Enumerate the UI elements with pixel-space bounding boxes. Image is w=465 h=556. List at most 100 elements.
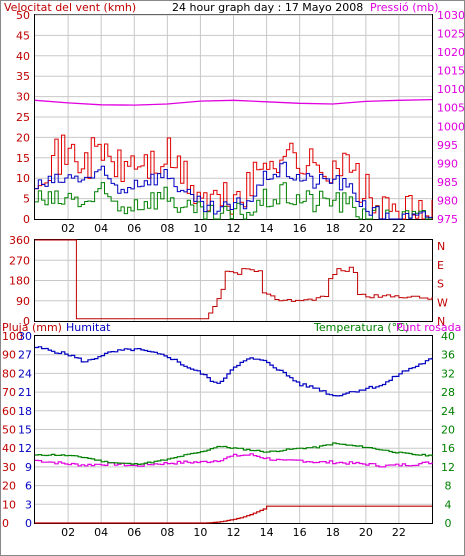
direction-tick-label: 90: [16, 295, 30, 308]
wind-tick-label: 40: [16, 50, 30, 63]
temperature-tick-label: 8: [445, 480, 452, 493]
humidity-tick-label: 9: [25, 461, 32, 474]
humidity-tick-label: 18: [18, 405, 32, 418]
pressure-tick-label: 980: [437, 194, 458, 207]
pressure-tick-label: 1025: [437, 28, 465, 41]
x-tick-label: 16: [293, 526, 307, 539]
wind-tick-label: 15: [16, 152, 30, 165]
rain-tick-label: 50: [2, 424, 16, 437]
wind-tick-label: 50: [16, 9, 30, 22]
rain-tick-label: 60: [2, 405, 16, 418]
direction-tick-label: 270: [9, 254, 30, 267]
x-tick-label: 02: [61, 222, 75, 235]
pressure-axis-label: Pressió (mb): [370, 1, 439, 14]
direction-tick-label: 360: [9, 234, 30, 247]
pressure-tick-label: 1000: [437, 120, 465, 133]
rain-axis-label: Pluja (mm): [2, 321, 62, 334]
temperature-series: [35, 442, 433, 465]
x-tick-label: 22: [392, 222, 406, 235]
rain-tick-label: 20: [2, 480, 16, 493]
direction-tick-label: 180: [9, 275, 30, 288]
pressure-tick-label: 1015: [437, 65, 465, 78]
compass-label: N: [437, 315, 445, 328]
humidity-tick-label: 0: [25, 517, 32, 530]
temperature-tick-label: 4: [445, 498, 452, 511]
compass-label: N: [437, 240, 445, 253]
wind-tick-label: 5: [23, 193, 30, 206]
x-tick-label: 18: [326, 526, 340, 539]
pressure-series: [34, 98, 433, 106]
pressure-tick-label: 1005: [437, 102, 465, 115]
x-tick-label: 18: [326, 222, 340, 235]
x-tick-label: 14: [260, 222, 274, 235]
wind-tick-label: 10: [16, 172, 30, 185]
x-tick-label: 12: [227, 526, 241, 539]
x-tick-label: 02: [61, 526, 75, 539]
x-tick-label: 22: [392, 526, 406, 539]
pressure-tick-label: 995: [437, 139, 458, 152]
wind-tick-label: 30: [16, 91, 30, 104]
x-tick-label: 08: [160, 222, 174, 235]
compass-label: W: [437, 296, 448, 309]
humidity-tick-label: 24: [18, 367, 32, 380]
wind-low-series: [35, 182, 432, 220]
x-tick-label: 12: [227, 222, 241, 235]
temperature-tick-label: 24: [441, 405, 455, 418]
rain-tick-label: 70: [2, 386, 16, 399]
temperature-tick-label: 20: [441, 424, 455, 437]
x-tick-label: 04: [94, 526, 108, 539]
humidity-axis-label: Humitat: [66, 321, 111, 334]
humidity-tick-label: 12: [18, 442, 32, 455]
humidity-tick-label: 30: [18, 330, 32, 343]
wind-tick-label: 35: [16, 70, 30, 83]
compass-label: S: [437, 278, 444, 291]
direction-tick-label: 0: [23, 315, 30, 328]
temperature-tick-label: 32: [441, 367, 455, 380]
rain-tick-label: 30: [2, 461, 16, 474]
temperature-axis-label: Temperatura (°C): [313, 321, 409, 334]
wind-direction-series: [35, 239, 433, 320]
chart-title: 24 hour graph day : 17 Mayo 2008: [172, 1, 363, 14]
temperature-tick-label: 36: [441, 349, 455, 362]
x-tick-label: 16: [293, 222, 307, 235]
wind-tick-label: 20: [16, 131, 30, 144]
humidity-tick-label: 21: [18, 386, 32, 399]
x-tick-label: 06: [127, 222, 141, 235]
x-tick-label: 20: [359, 526, 373, 539]
dewpoint-axis-label: Punt rosada: [396, 321, 461, 334]
humidity-tick-label: 6: [25, 480, 32, 493]
wind-tick-label: 45: [16, 29, 30, 42]
pressure-tick-label: 1020: [437, 46, 465, 59]
humidity-tick-label: 27: [18, 349, 32, 362]
pressure-tick-label: 985: [437, 176, 458, 189]
x-tick-label: 10: [193, 526, 207, 539]
temperature-tick-label: 28: [441, 386, 455, 399]
rain-tick-label: 90: [2, 349, 16, 362]
x-tick-label: 20: [359, 222, 373, 235]
humidity-tick-label: 15: [18, 424, 32, 437]
pressure-tick-label: 1010: [437, 83, 465, 96]
compass-label: E: [437, 259, 444, 272]
wind-axis-label: Velocitat del vent (kmh): [4, 1, 136, 14]
temperature-tick-label: 40: [441, 330, 455, 343]
humidity-tick-label: 3: [25, 498, 32, 511]
pressure-tick-label: 975: [437, 213, 458, 226]
dewpoint-series: [35, 453, 433, 468]
wind-tick-label: 0: [23, 213, 30, 226]
rain-tick-label: 80: [2, 367, 16, 380]
temperature-tick-label: 0: [445, 517, 452, 530]
x-tick-label: 06: [127, 526, 141, 539]
wind-avg-series: [35, 161, 433, 220]
humidity-series: [35, 346, 433, 397]
temperature-tick-label: 16: [441, 442, 455, 455]
rain-tick-label: 10: [2, 498, 16, 511]
wind-tick-label: 25: [16, 111, 30, 124]
pressure-tick-label: 990: [437, 157, 458, 170]
x-tick-label: 04: [94, 222, 108, 235]
rain-tick-label: 40: [2, 442, 16, 455]
temperature-tick-label: 12: [441, 461, 455, 474]
x-tick-label: 14: [260, 526, 274, 539]
x-tick-label: 08: [160, 526, 174, 539]
